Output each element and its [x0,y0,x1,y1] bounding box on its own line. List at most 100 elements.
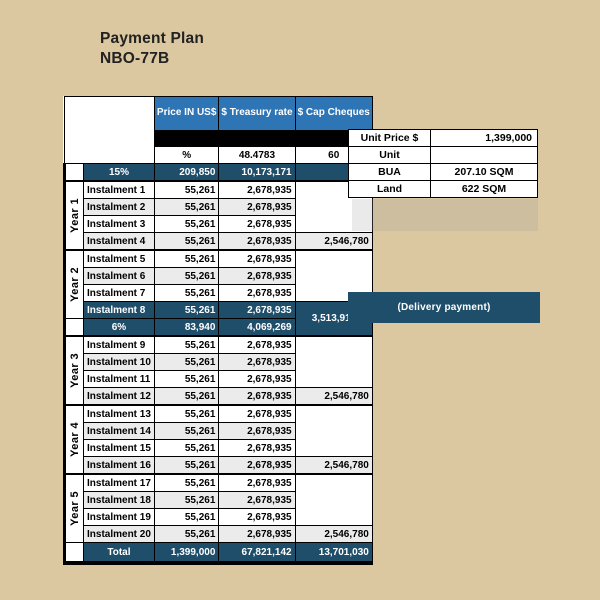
instalment-label-cell: Instalment 15 [83,439,155,457]
treasury-cell: 2,678,935 [218,525,296,543]
treasury-cell: 2,678,935 [218,456,296,475]
payment-schedule-table: Price IN US$ $ Treasury rate $ Cap Cheques… [63,96,373,565]
price-cell: 55,261 [153,301,220,319]
treasury-cell: 2,678,935 [218,180,296,199]
treasury-cell: 4,069,269 [218,318,296,337]
unit-info-table: Unit Price $1,399,000 Unit BUA 207.10 SQM La… [348,129,538,198]
price-cell: 55,261 [153,198,220,216]
price-cell: 55,261 [153,473,220,492]
price-cell: 55,261 [153,404,220,423]
price-cell: 55,261 [153,215,220,233]
info-row: BUA 207.10 SQM [348,163,538,181]
treasury-cell: 2,678,935 [218,491,296,509]
treasury-cell: 67,821,142 [218,542,296,564]
treasury-cell: 2,678,935 [218,370,296,388]
instalment-label-cell: Instalment 2 [83,198,155,216]
instalment-label-cell: Instalment 9 [83,335,155,354]
instalment-label-cell: Instalment 6 [83,267,155,285]
treasury-cell: 2,678,935 [218,335,296,354]
year-label-cell: Year 3 [63,335,84,406]
info-value-cell: 622 SQM [430,180,538,198]
column-header: $ Cap Cheques [294,96,373,131]
instalment-row: Instalment 16 55,261 2,678,935 2,546,780 [65,456,373,475]
instalment-label-cell: Instalment 5 [83,249,155,268]
info-value-cell: 207.10 SQM [430,163,538,181]
subheader-cell: 48.4783 [218,146,296,164]
treasury-cell: 2,678,935 [218,473,296,492]
instalment-row: Instalment 3 55,261 2,678,935 [65,215,373,233]
instalment-label-cell: Instalment 10 [83,353,155,371]
cap-cheque-cell: 2,546,780 [294,525,373,543]
info-label-cell: Unit [348,146,431,164]
price-cell: 55,261 [153,422,220,440]
instalment-row: Year 2 Instalment 5 55,261 2,678,935 [63,249,373,319]
instalment-row: Instalment 12 55,261 2,678,935 2,546,780 [65,387,373,406]
info-value-cell [430,146,538,164]
six-percent-label-cell: 6% [83,318,155,337]
price-cell: 55,261 [153,335,220,354]
instalment-label-cell: Instalment 7 [83,284,155,302]
treasury-cell: 2,678,935 [218,439,296,457]
total-row: Total 1,399,000 67,821,142 13,701,030 [63,542,373,564]
title-line2: NBO-77B [100,50,170,67]
price-cell: 55,261 [153,249,220,268]
price-cell: 55,261 [153,232,220,251]
treasury-cell: 10,173,171 [218,163,296,182]
price-cell: 55,261 [153,180,220,199]
treasury-cell: 2,678,935 [218,353,296,371]
price-cell: 55,261 [153,370,220,388]
year-label: Year 3 [68,353,81,388]
price-cell: 1,399,000 [153,542,220,564]
instalment-row: Instalment 19 55,261 2,678,935 [65,508,373,526]
treasury-cell: 2,678,935 [218,198,296,216]
treasury-cell: 2,678,935 [218,387,296,406]
year-label-cell: Year 2 [63,249,84,319]
instalment-row: Instalment 4 55,261 2,678,935 2,546,780 [65,232,373,251]
instalment-row: Instalment 11 55,261 2,678,935 [65,370,373,388]
cap-cheque-cell: 13,701,030 [294,542,373,564]
year-label-cell: Year 1 [63,180,84,251]
price-cell: 55,261 [153,284,220,302]
page-title: Payment Plan NBO-77B [100,29,204,69]
instalment-label-cell: Instalment 16 [83,456,155,475]
price-cell: 55,261 [153,387,220,406]
instalment-label-cell: Instalment 3 [83,215,155,233]
instalment-row: Year 3 Instalment 9 55,261 2,678,935 [63,335,373,406]
instalment-row: Year 1 Instalment 1 55,261 2,678,935 [63,180,373,251]
cap-empty-cell [294,473,373,526]
treasury-cell: 2,678,935 [218,301,296,319]
year-spacer-cell [63,542,84,564]
instalment-row: Instalment 18 55,261 2,678,935 [65,491,373,509]
instalment-label-cell: Instalment 1 [83,180,155,199]
year-spacer-cell [63,318,84,337]
instalment-row: Instalment 6 55,261 2,678,935 [65,267,373,285]
price-cell: 55,261 [153,491,220,509]
cap-cheque-cell: 2,546,780 [294,456,373,475]
year-label: Year 4 [68,422,81,457]
instalment-label-cell: Instalment 18 [83,491,155,509]
instalment-row: Instalment 8 55,261 2,678,935 3,513,911 [65,301,373,337]
info-value-cell: 1,399,000 [430,129,538,147]
instalment-label-cell: Instalment 12 [83,387,155,406]
six-percent-row: 6% 83,940 4,069,269 [63,318,373,337]
price-cell: 209,850 [153,163,220,182]
treasury-cell: 2,678,935 [218,508,296,526]
instalment-label-cell: Instalment 19 [83,508,155,526]
treasury-cell: 2,678,935 [218,215,296,233]
column-header: $ Treasury rate [218,96,296,131]
instalment-label-cell: Instalment 11 [83,370,155,388]
treasury-cell: 2,678,935 [218,267,296,285]
price-cell: 55,261 [153,525,220,543]
deposit-row: 15% 209,850 10,173,171 [63,163,373,182]
title-line1: Payment Plan [100,30,205,47]
subheader-cell: % [153,146,220,164]
treasury-cell: 2,678,935 [218,284,296,302]
price-cell: 83,940 [153,318,220,337]
treasury-cell: 2,678,935 [218,232,296,251]
instalment-label-cell: Instalment 17 [83,473,155,492]
instalment-row: Instalment 15 55,261 2,678,935 [65,439,373,457]
info-row: Unit Price $1,399,000 [348,129,538,147]
corner-cell [64,96,155,164]
cap-empty-cell [294,335,373,388]
cap-cheque-cell: 2,546,780 [294,232,373,251]
